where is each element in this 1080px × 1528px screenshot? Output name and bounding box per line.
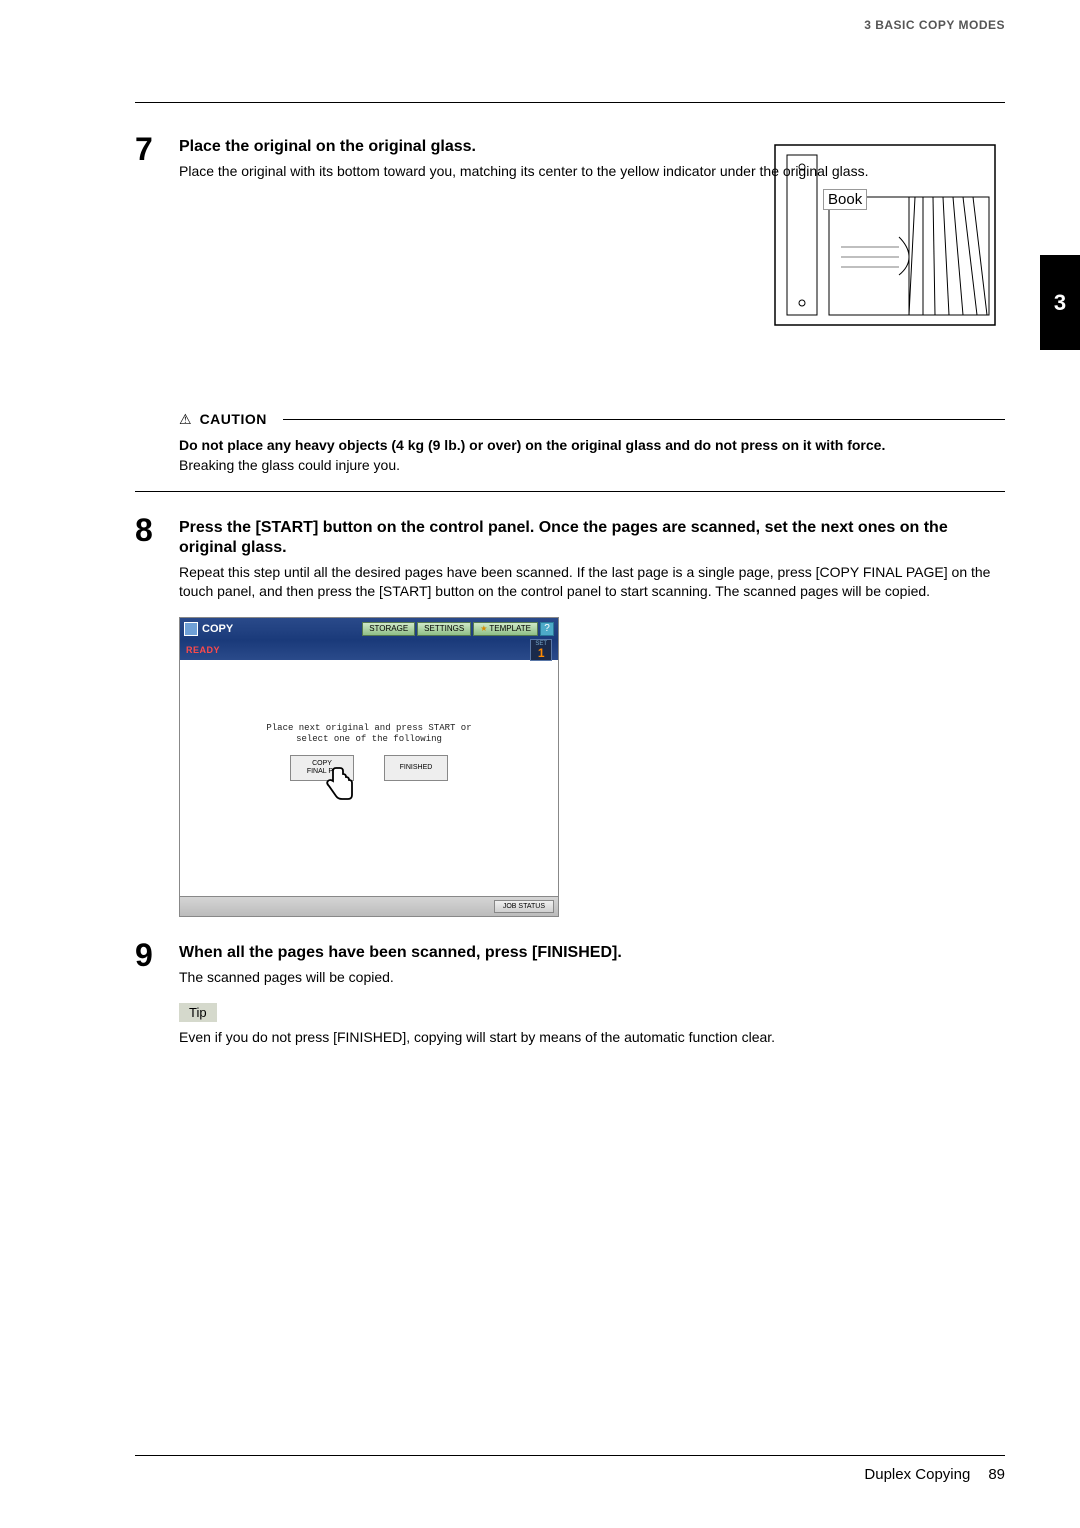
panel-top-bar: COPY STORAGE SETTINGS TEMPLATE ? (180, 618, 558, 640)
template-button[interactable]: TEMPLATE (473, 622, 538, 636)
copy-mode-icon (184, 622, 198, 636)
copy-mode-label: COPY (202, 623, 233, 635)
book-figure-label: Book (823, 189, 867, 210)
footer-page-number: 89 (988, 1466, 1005, 1483)
top-rule (135, 102, 1005, 103)
tip-text: Even if you do not press [FINISHED], cop… (179, 1028, 1005, 1047)
panel-status-row: READY SET 1 (180, 640, 558, 660)
caution-rule (283, 419, 1005, 420)
chapter-side-tab: 3 (1040, 255, 1080, 350)
step-9: 9 When all the pages have been scanned, … (135, 943, 1005, 1047)
warning-icon: ⚠ (179, 411, 192, 428)
touch-panel-figure: COPY STORAGE SETTINGS TEMPLATE ? READY S… (179, 617, 559, 917)
set-number: 1 (538, 647, 545, 659)
step-9-number: 9 (135, 939, 179, 1047)
panel-instruction-line2: select one of the following (180, 734, 558, 745)
header-title: 3 BASIC COPY MODES (864, 18, 1005, 32)
set-count-box: SET 1 (530, 639, 552, 661)
step-9-desc: The scanned pages will be copied. (179, 968, 1005, 987)
caution-text: Do not place any heavy objects (4 kg (9 … (179, 436, 1005, 455)
panel-mid: Place next original and press START or s… (180, 723, 558, 781)
step-9-title: When all the pages have been scanned, pr… (179, 943, 1005, 964)
step-8: 8 Press the [START] button on the contro… (135, 518, 1005, 601)
page-footer: Duplex Copying 89 (135, 1455, 1005, 1483)
settings-button[interactable]: SETTINGS (417, 622, 471, 636)
step-7-number: 7 (135, 133, 179, 181)
tip-badge: Tip (179, 1003, 217, 1022)
storage-button[interactable]: STORAGE (362, 622, 415, 636)
caution-block: ⚠ CAUTION Do not place any heavy objects… (179, 411, 1005, 473)
book-placement-figure: Book (765, 137, 1005, 332)
job-status-button[interactable]: JOB STATUS (494, 900, 554, 913)
finished-button[interactable]: FINISHED (384, 755, 448, 781)
footer-section: Duplex Copying (864, 1466, 970, 1483)
panel-bottom-bar: JOB STATUS (180, 896, 558, 916)
step-8-title: Press the [START] button on the control … (179, 518, 1005, 560)
panel-instruction-line1: Place next original and press START or (180, 723, 558, 734)
caution-label: CAUTION (200, 411, 267, 427)
help-button[interactable]: ? (540, 622, 554, 636)
mid-rule (135, 491, 1005, 492)
step-8-number: 8 (135, 514, 179, 601)
pointing-hand-icon (326, 766, 356, 800)
caution-subtext: Breaking the glass could injure you. (179, 457, 1005, 473)
ready-status: READY (186, 645, 220, 655)
step-7: 7 Place the original on the original gla… (135, 137, 1005, 181)
step-8-desc: Repeat this step until all the desired p… (179, 563, 1005, 601)
page-header: 3 BASIC COPY MODES (0, 0, 1080, 48)
